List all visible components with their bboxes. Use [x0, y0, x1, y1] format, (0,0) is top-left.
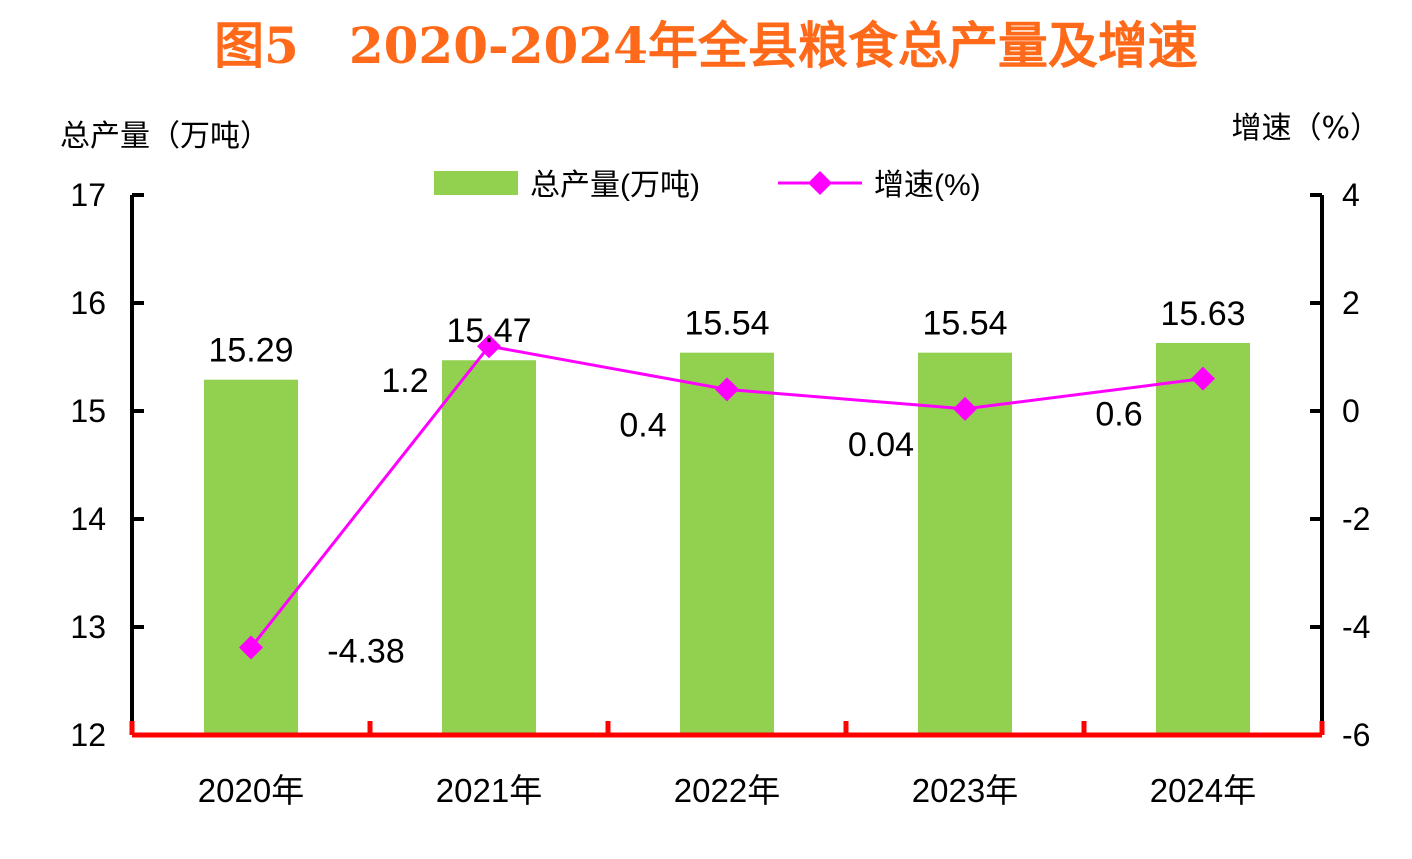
growth-value-label-4: 0.6	[1095, 396, 1142, 434]
left-tick-label-5: 17	[70, 177, 106, 213]
growth-value-label-3: 0.04	[848, 426, 914, 464]
x-label-0: 2020年	[198, 772, 304, 809]
x-label-1: 2021年	[436, 772, 542, 809]
bar-value-label-0: 15.29	[208, 332, 293, 370]
bar-value-label-3: 15.54	[922, 305, 1007, 343]
growth-value-label-1: 1.2	[381, 362, 428, 400]
bar-1	[442, 360, 536, 735]
bar-0	[204, 379, 298, 735]
legend-bar-swatch	[434, 171, 518, 195]
legend-line-label: 增速(%)	[874, 169, 981, 202]
bars	[204, 342, 1250, 735]
growth-marker-0	[239, 635, 263, 660]
legend: 总产量(万吨) 增速(%)	[434, 169, 981, 202]
right-tick-label-3: 0	[1342, 393, 1360, 429]
growth-marker-3	[953, 396, 977, 421]
left-tick-label-4: 16	[70, 285, 106, 321]
right-axis-title: 增速（%）	[1231, 111, 1380, 146]
growth-marker-2	[715, 377, 739, 402]
growth-value-label-2: 0.4	[619, 406, 666, 444]
left-tick-label-2: 14	[70, 501, 106, 537]
growth-marker-4	[1191, 366, 1215, 391]
bar-value-label-4: 15.63	[1160, 295, 1245, 333]
bar-2	[680, 352, 774, 735]
growth-value-label-0: -4.38	[327, 633, 405, 671]
growth-marker-1	[477, 334, 501, 359]
x-label-2: 2022年	[674, 772, 780, 809]
bar-4	[1156, 342, 1250, 735]
left-tick-label-0: 12	[70, 717, 106, 753]
bar-value-label-1: 15.47	[446, 312, 531, 350]
legend-diamond-marker	[808, 171, 832, 195]
bar-value-label-2: 15.54	[684, 305, 769, 343]
right-tick-label-1: -4	[1342, 609, 1370, 645]
axes: 12 13 14 15 16 17 -6 -4 -2 0 2 4 2020年 2021年 2022年 2023…	[70, 177, 1370, 809]
right-tick-label-5: 4	[1342, 177, 1360, 213]
x-label-3: 2023年	[912, 772, 1018, 809]
left-tick-label-3: 15	[70, 393, 106, 429]
left-tick-label-1: 13	[70, 609, 106, 645]
chart-title: 图5 2020-2024年全县粮食总产量及增速	[214, 16, 1198, 75]
right-tick-label-2: -2	[1342, 501, 1370, 537]
data-labels: 15.29 15.47 15.54 15.54 15.63 -4.38 1.2 0.4 0.04…	[208, 295, 1245, 671]
growth-line	[239, 334, 1215, 660]
legend-bar-label: 总产量(万吨)	[530, 169, 700, 202]
x-label-4: 2024年	[1150, 772, 1256, 809]
right-tick-label-4: 2	[1342, 285, 1360, 321]
left-axis-title: 总产量（万吨）	[60, 119, 270, 154]
right-tick-label-0: -6	[1342, 717, 1370, 753]
